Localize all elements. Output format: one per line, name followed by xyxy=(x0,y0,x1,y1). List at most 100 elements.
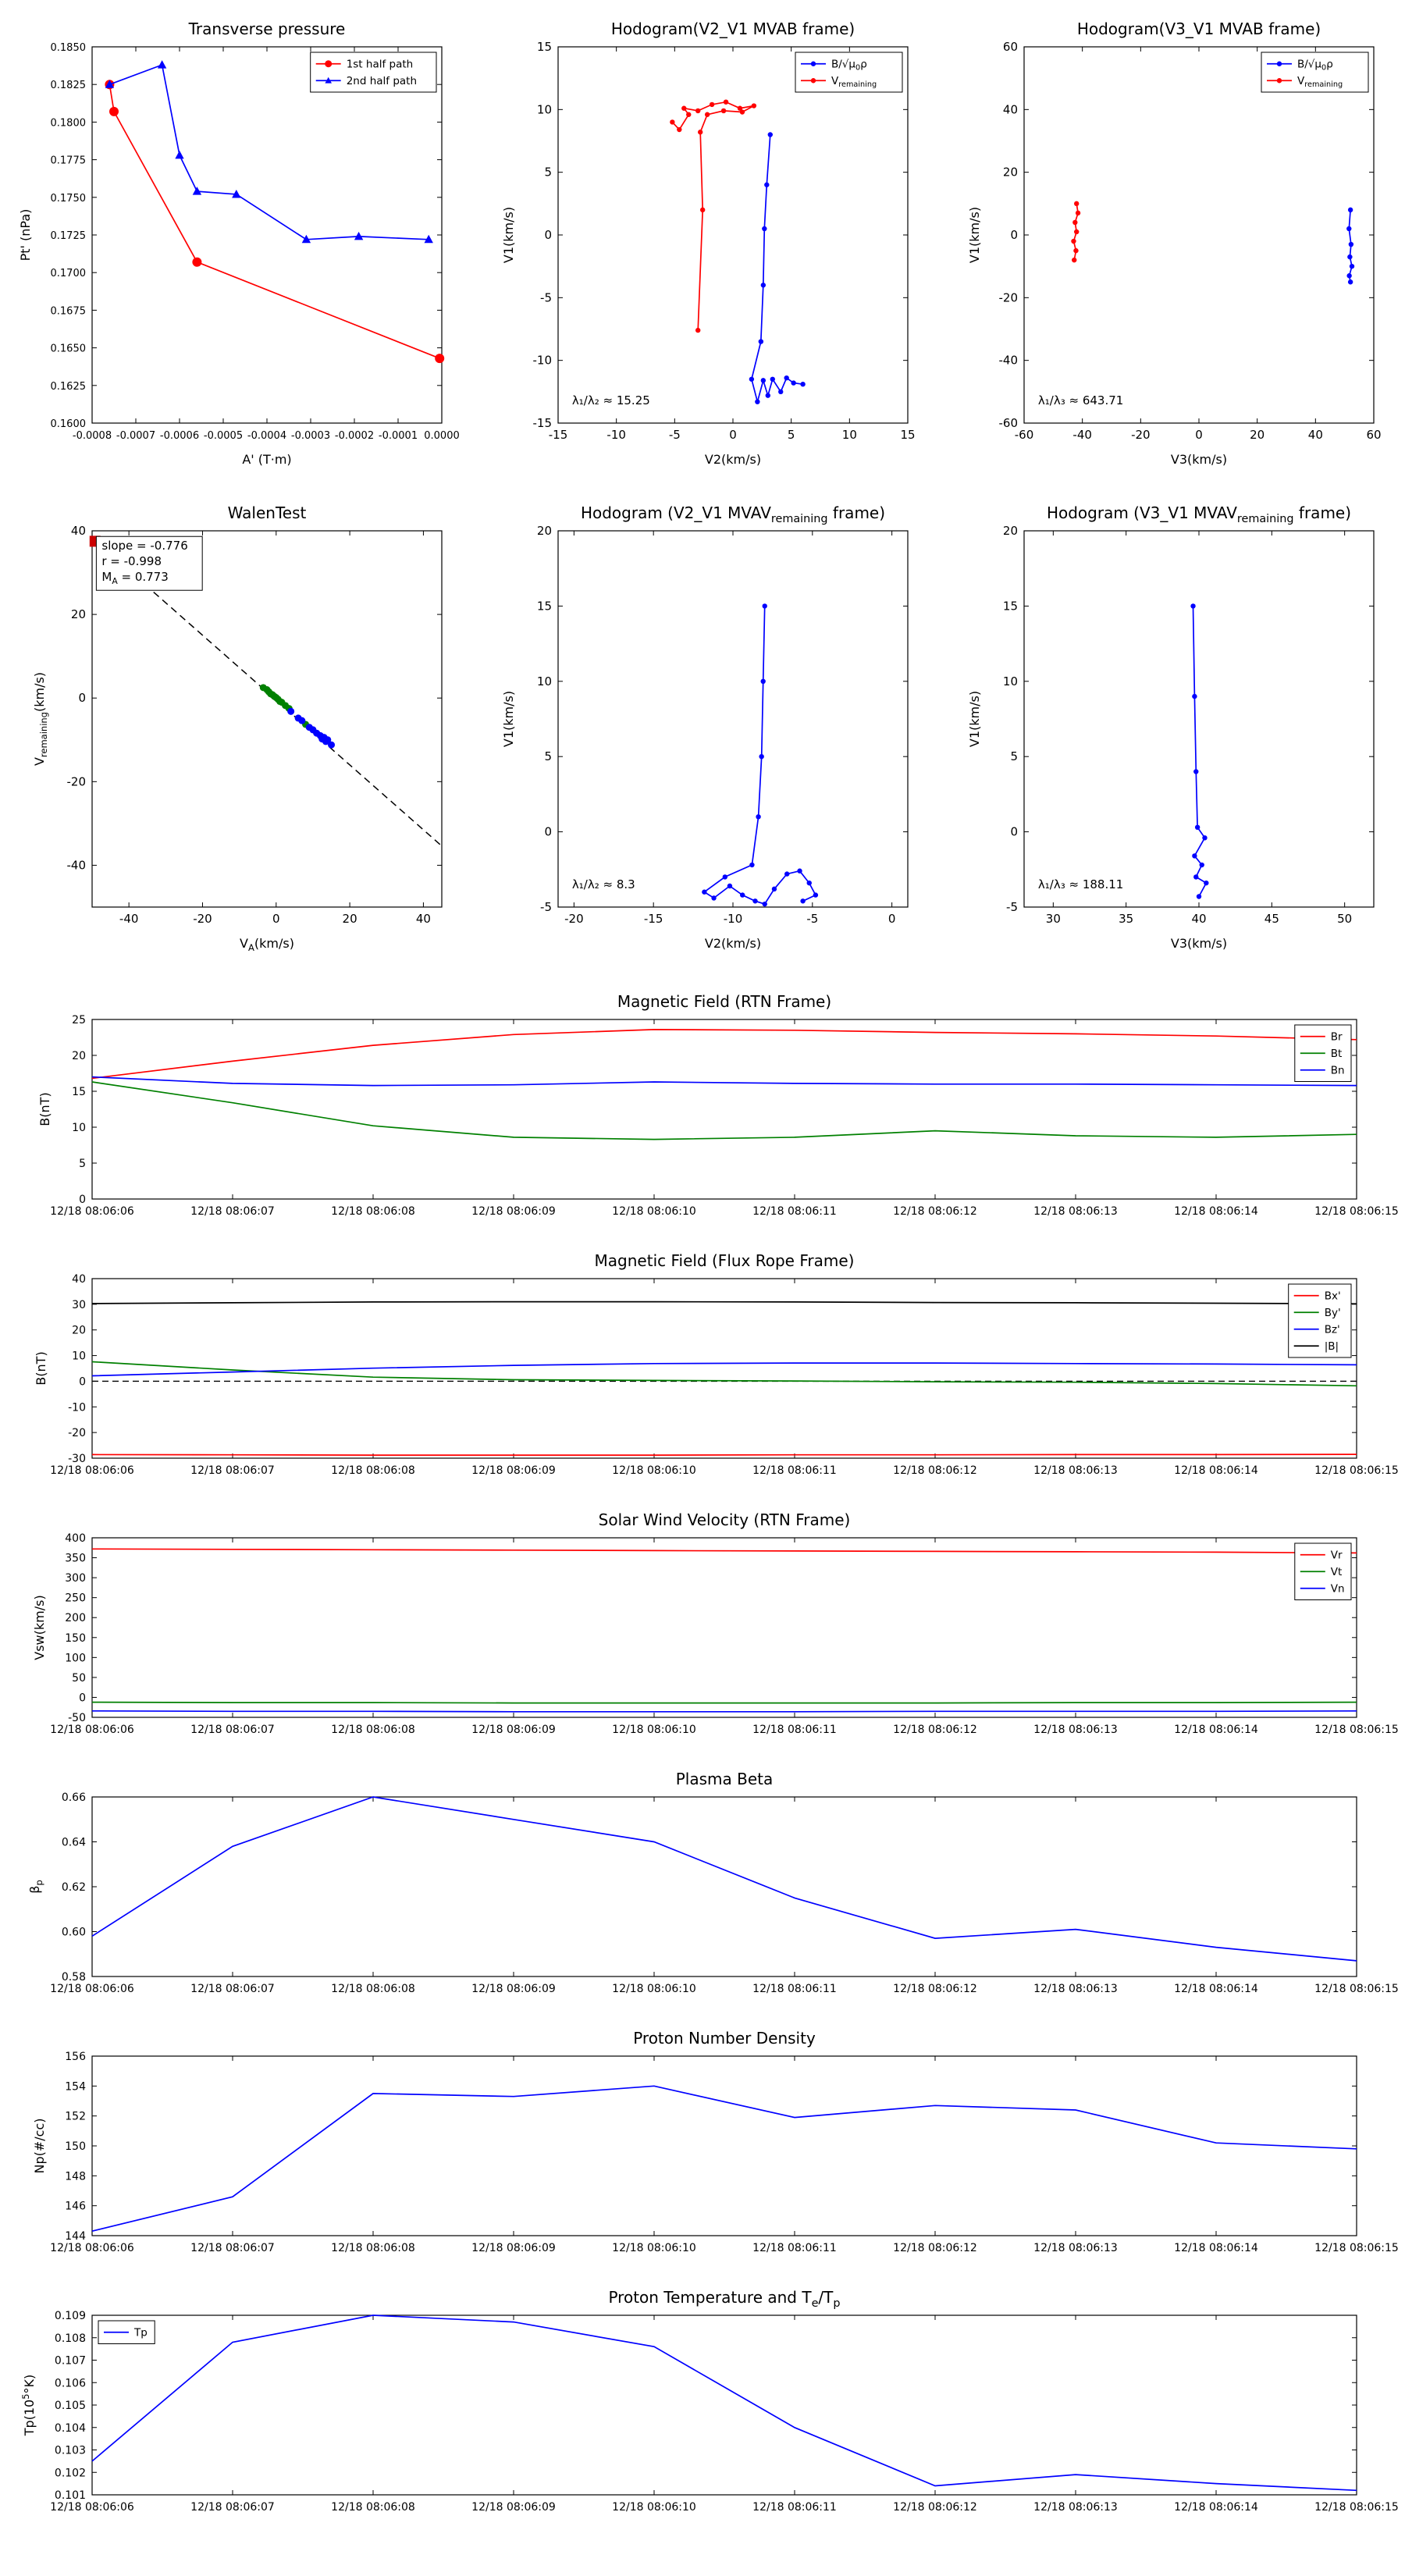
svg-text:12/18 08:06:08: 12/18 08:06:08 xyxy=(331,1983,415,1995)
svg-text:5: 5 xyxy=(79,1158,86,1170)
svg-text:Vn: Vn xyxy=(1331,1582,1345,1595)
svg-text:10: 10 xyxy=(842,428,857,442)
svg-text:20: 20 xyxy=(537,524,552,538)
svg-text:-0.0002: -0.0002 xyxy=(335,430,374,442)
svg-text:200: 200 xyxy=(65,1612,86,1624)
svg-text:-60: -60 xyxy=(1015,428,1034,442)
svg-text:0.1850: 0.1850 xyxy=(51,42,87,54)
svg-text:148: 148 xyxy=(65,2170,86,2183)
series-hodogram-v2v1-mvab xyxy=(670,99,806,405)
legend-mag-fluxrope: Bx' By' Bz' |B| xyxy=(1288,1283,1352,1358)
svg-text:12/18 08:06:07: 12/18 08:06:07 xyxy=(190,1724,275,1736)
svg-text:-40: -40 xyxy=(67,858,87,872)
svg-text:-60: -60 xyxy=(999,416,1019,430)
legend-hodogram-v2v1-mvab: B/√μ0ρ Vremaining xyxy=(795,52,903,93)
svg-text:Vr: Vr xyxy=(1331,1549,1343,1561)
chart-vsw-rtn: 12/18 08:06:06 12/18 08:06:07 12/18 08:06:… xyxy=(0,1503,1405,1763)
axes-hodogram-v2v1-mvav: -20 -15 -10 -5 0 -5 0 5 10 15 20 Hodogram (V2_V1 MV… xyxy=(501,503,909,951)
axes-mag-rtn: 12/18 08:06:06 12/18 08:06:07 12/18 08:06:… xyxy=(37,992,1399,1218)
svg-text:12/18 08:06:10: 12/18 08:06:10 xyxy=(612,1205,696,1218)
svg-text:20: 20 xyxy=(72,1325,86,1337)
chart-hodogram-v3v1-mvab: -60 -40 -20 0 20 40 60 -60 -40 -20 0 20 40 60 Hodogram… xyxy=(940,6,1397,484)
svg-text:12/18 08:06:06: 12/18 08:06:06 xyxy=(50,1983,134,1995)
svg-text:0.1675: 0.1675 xyxy=(51,305,87,317)
svg-text:0.108: 0.108 xyxy=(55,2332,86,2345)
chart-proton-temp: 12/18 08:06:06 12/18 08:06:07 12/18 08:06:… xyxy=(0,2281,1405,2540)
chart-svg-hodogram-v2v1-mvab: -15 -10 -5 0 5 10 15 -15 -10 -5 0 5 10 15 Hodogram(V2_… xyxy=(501,20,916,467)
svg-text:-30: -30 xyxy=(68,1453,86,1465)
svg-text:152: 152 xyxy=(65,2111,86,2123)
svg-text:Br: Br xyxy=(1331,1030,1343,1043)
svg-text:-20: -20 xyxy=(67,774,87,788)
axes-transverse-pressure: -0.0008 -0.0007 -0.0006 -0.0005 -0.0004 -0.00… xyxy=(18,20,460,467)
svg-text:20: 20 xyxy=(343,912,357,926)
svg-text:45: 45 xyxy=(1264,912,1279,926)
svg-text:Proton Number Density: Proton Number Density xyxy=(633,2029,816,2048)
svg-text:12/18 08:06:14: 12/18 08:06:14 xyxy=(1174,1205,1258,1218)
svg-text:Np(#/cc): Np(#/cc) xyxy=(32,2119,47,2174)
svg-text:0.62: 0.62 xyxy=(62,1881,86,1894)
svg-text:12/18 08:06:08: 12/18 08:06:08 xyxy=(331,1724,415,1736)
svg-text:0: 0 xyxy=(79,1194,86,1206)
svg-text:12/18 08:06:11: 12/18 08:06:11 xyxy=(752,1464,837,1477)
chart-svg-transverse-pressure: -0.0008 -0.0007 -0.0006 -0.0005 -0.0004 -0.00… xyxy=(18,20,460,467)
svg-text:30: 30 xyxy=(1046,912,1061,926)
svg-text:-0.0006: -0.0006 xyxy=(160,430,199,442)
legend-vsw-rtn: Vr Vt Vn xyxy=(1294,1542,1352,1600)
svg-text:12/18 08:06:12: 12/18 08:06:12 xyxy=(893,1205,977,1218)
chart-svg-proton-density: 12/18 08:06:06 12/18 08:06:07 12/18 08:06:… xyxy=(32,2029,1399,2254)
series-mag-rtn xyxy=(91,1029,1357,1140)
svg-text:0.1725: 0.1725 xyxy=(51,230,87,242)
svg-text:10: 10 xyxy=(72,1350,86,1363)
svg-text:By': By' xyxy=(1325,1307,1341,1319)
svg-text:0: 0 xyxy=(888,912,896,926)
svg-text:Bt: Bt xyxy=(1331,1048,1343,1060)
svg-text:0.1625: 0.1625 xyxy=(51,381,87,393)
chart-plasma-beta: 12/18 08:06:06 12/18 08:06:07 12/18 08:06:… xyxy=(0,1763,1405,2022)
legend-transverse-pressure: 1st half path 2nd half path xyxy=(310,52,437,93)
svg-text:150: 150 xyxy=(65,2140,86,2153)
chart-transverse-pressure: -0.0008 -0.0007 -0.0006 -0.0005 -0.0004 -0.00… xyxy=(8,6,465,484)
svg-text:12/18 08:06:06: 12/18 08:06:06 xyxy=(50,1464,134,1477)
svg-text:-0.0001: -0.0001 xyxy=(379,430,418,442)
svg-text:Vremaining: Vremaining xyxy=(831,75,877,89)
svg-text:12/18 08:06:11: 12/18 08:06:11 xyxy=(752,1205,837,1218)
svg-text:λ₁/λ₃ ≈ 643.71: λ₁/λ₃ ≈ 643.71 xyxy=(1038,393,1123,407)
svg-text:0.1650: 0.1650 xyxy=(51,343,87,355)
svg-text:VA(km/s): VA(km/s) xyxy=(240,936,294,953)
svg-text:40: 40 xyxy=(1003,102,1018,116)
svg-text:-20: -20 xyxy=(1131,428,1151,442)
svg-text:Proton Temperature and Te/Tp: Proton Temperature and Te/Tp xyxy=(608,2288,840,2310)
svg-text:-50: -50 xyxy=(68,1712,86,1724)
svg-text:0.1825: 0.1825 xyxy=(51,80,87,91)
axes-proton-temp: 12/18 08:06:06 12/18 08:06:07 12/18 08:06:… xyxy=(20,2288,1399,2514)
svg-text:12/18 08:06:09: 12/18 08:06:09 xyxy=(471,1205,556,1218)
svg-text:12/18 08:06:13: 12/18 08:06:13 xyxy=(1033,1983,1118,1995)
svg-text:-20: -20 xyxy=(999,290,1019,304)
svg-text:40: 40 xyxy=(416,912,431,926)
annotation-hodogram-v3v1-mvav: λ₁/λ₃ ≈ 188.11 xyxy=(1038,877,1123,891)
svg-text:B(nT): B(nT) xyxy=(37,1092,52,1126)
svg-text:10: 10 xyxy=(1003,674,1018,688)
svg-text:12/18 08:06:14: 12/18 08:06:14 xyxy=(1174,2501,1258,2514)
axes-proton-density: 12/18 08:06:06 12/18 08:06:07 12/18 08:06:… xyxy=(32,2029,1399,2254)
svg-text:12/18 08:06:07: 12/18 08:06:07 xyxy=(190,2242,275,2254)
legend-proton-temp: Tp xyxy=(98,2320,155,2344)
axes-hodogram-v3v1-mvav: 30 35 40 45 50 -5 0 5 10 15 20 Hodogram (V3_V1 MVAV… xyxy=(967,503,1375,951)
svg-text:-10: -10 xyxy=(606,428,626,442)
svg-text:25: 25 xyxy=(72,1014,86,1026)
series-plasma-beta xyxy=(91,1796,1357,1962)
svg-text:-15: -15 xyxy=(549,428,568,442)
svg-text:-10: -10 xyxy=(68,1401,86,1414)
svg-text:Hodogram (V3_V1 MVAVremaining: Hodogram (V3_V1 MVAVremaining frame) xyxy=(1047,503,1351,525)
chart-proton-density: 12/18 08:06:06 12/18 08:06:07 12/18 08:06:… xyxy=(0,2022,1405,2281)
svg-text:λ₁/λ₂ ≈ 15.25: λ₁/λ₂ ≈ 15.25 xyxy=(572,393,650,407)
svg-text:12/18 08:06:14: 12/18 08:06:14 xyxy=(1174,1724,1258,1736)
svg-text:B/√μ0ρ: B/√μ0ρ xyxy=(1297,58,1333,72)
svg-text:0: 0 xyxy=(1010,228,1018,242)
svg-text:-15: -15 xyxy=(644,912,663,926)
chart-svg-mag-fluxrope: 12/18 08:06:06 12/18 08:06:07 12/18 08:06:… xyxy=(34,1251,1399,1477)
svg-text:0.1800: 0.1800 xyxy=(51,117,87,129)
legend-hodogram-v3v1-mvab: B/√μ0ρ Vremaining xyxy=(1261,52,1369,93)
svg-text:5: 5 xyxy=(544,165,552,180)
